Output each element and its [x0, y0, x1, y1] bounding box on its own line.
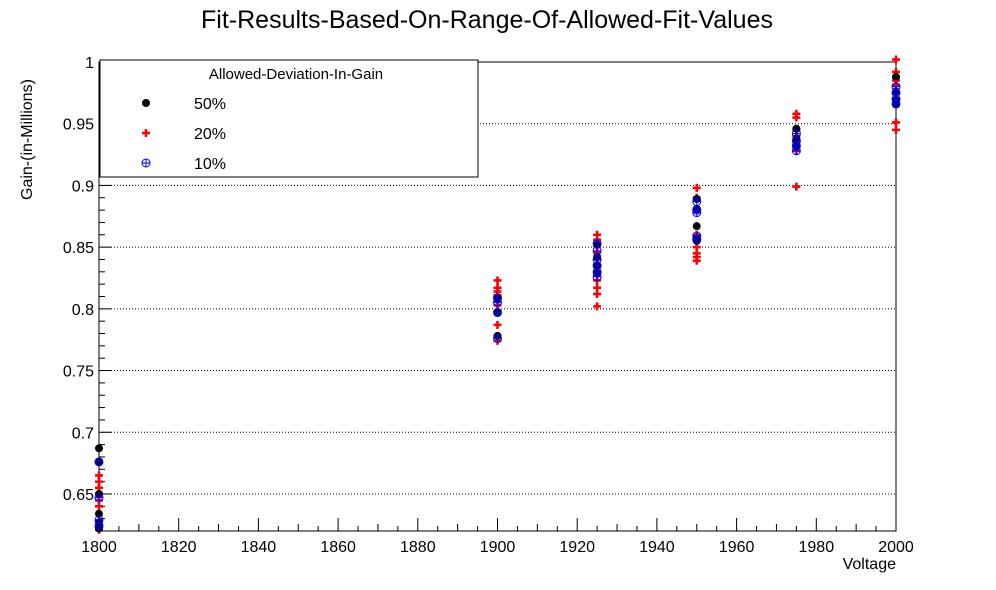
legend: Allowed-Deviation-In-Gain 50% 20% 10%	[99, 59, 479, 178]
data-point	[592, 272, 602, 282]
data-point	[493, 333, 503, 343]
x-tick-label: 1940	[639, 539, 675, 556]
legend-label: 20%	[194, 126, 226, 143]
data-point	[593, 302, 602, 311]
data-point	[94, 521, 104, 531]
x-tick-label: 2000	[878, 539, 914, 556]
data-point	[592, 246, 602, 256]
data-point	[593, 290, 602, 299]
data-point	[792, 124, 801, 133]
data-point	[792, 113, 801, 122]
data-point	[493, 308, 503, 318]
data-point	[94, 493, 104, 503]
y-tick-label: 0.65	[63, 487, 94, 504]
data-point	[592, 238, 602, 248]
data-point	[493, 320, 502, 329]
x-tick-label: 1900	[480, 539, 516, 556]
tick-labels: 0.65 0.7 0.75 0.8 0.85 0.9 0.95 1 1800 1820 1840 18…	[63, 55, 914, 556]
legend-marker	[141, 158, 151, 168]
data-point	[891, 99, 901, 109]
data-point	[692, 196, 702, 206]
data-point	[892, 118, 900, 127]
x-tick-label: 1880	[400, 539, 436, 556]
legend-label: 10%	[194, 156, 226, 173]
legend-box	[99, 59, 479, 178]
data-point	[95, 502, 103, 511]
x-tick-label: 1860	[320, 539, 356, 556]
data-point	[692, 222, 701, 231]
data-point	[493, 298, 503, 308]
data-point	[94, 457, 104, 467]
data-points	[94, 55, 901, 534]
x-tick-label: 1820	[161, 539, 197, 556]
data-point	[791, 129, 801, 139]
data-point	[95, 509, 103, 518]
data-point	[892, 72, 900, 81]
legend-title: Allowed-Deviation-In-Gain	[209, 66, 383, 83]
data-point	[95, 444, 103, 453]
data-point	[892, 125, 900, 134]
y-tick-label: 1	[85, 55, 94, 72]
y-tick-label: 0.9	[72, 178, 94, 195]
y-axis-title: Gain-(in-Millions)	[19, 79, 36, 200]
data-point	[692, 208, 702, 218]
data-point	[692, 183, 701, 192]
data-point	[692, 235, 702, 245]
y-tick-label: 0.75	[63, 364, 94, 381]
x-tick-label: 1980	[799, 539, 835, 556]
y-tick-label: 0.8	[72, 302, 94, 319]
chart-title: Fit-Results-Based-On-Range-Of-Allowed-Fi…	[201, 6, 773, 34]
x-tick-label: 1800	[81, 539, 117, 556]
legend-marker	[142, 99, 150, 107]
legend-label: 50%	[194, 96, 226, 113]
y-tick-label: 0.95	[63, 117, 94, 134]
y-tick-label: 0.7	[72, 425, 94, 442]
data-point	[892, 55, 900, 64]
x-tick-label: 1920	[559, 539, 595, 556]
x-axis-title: Voltage	[843, 556, 896, 573]
x-tick-label: 1960	[719, 539, 755, 556]
x-tick-label: 1840	[241, 539, 277, 556]
data-point	[792, 182, 801, 191]
data-point	[493, 276, 502, 285]
legend-marker	[142, 129, 150, 137]
y-tick-label: 0.85	[63, 240, 94, 257]
data-point	[791, 146, 801, 156]
data-point	[692, 256, 701, 265]
